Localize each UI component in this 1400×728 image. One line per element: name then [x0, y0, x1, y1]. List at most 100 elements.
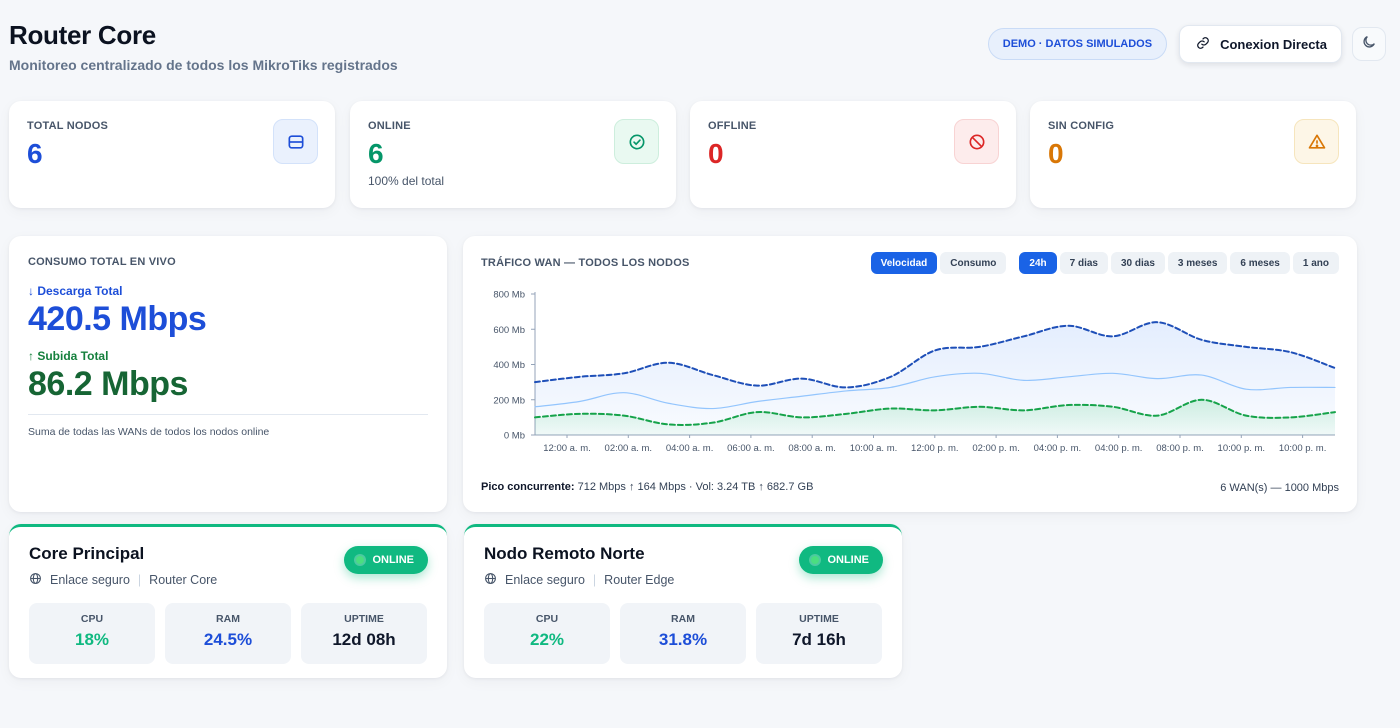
y-tick-label: 200 Mb [493, 395, 525, 406]
wan-traffic-chart: 0 Mb 200 Mb 400 Mb 600 Mb 800 Mb 12:00 a. m. 0… [493, 290, 1336, 454]
x-tick-label: 10:00 p. m. [1279, 443, 1327, 454]
globe-icon [29, 572, 42, 588]
x-tick-label: 04:00 a. m. [666, 443, 714, 454]
node-card[interactable]: Nodo Remoto Norte Enlace seguro | Router… [464, 524, 902, 678]
stat-note: 100% del total [368, 174, 445, 188]
moon-icon [1361, 34, 1377, 55]
peak-value: 712 Mbps ↑ 164 Mbps · Vol: 3.24 TB ↑ 682… [577, 481, 814, 493]
stat-card-total: TOTAL NODOS 6 [9, 101, 335, 208]
x-tick-label: 12:00 p. m. [911, 443, 959, 454]
live-note: Suma de todas las WANs de todos los nodo… [28, 426, 270, 438]
node-name: Core Principal [29, 544, 145, 563]
chart-peak-summary: Pico concurrente: 712 Mbps ↑ 164 Mbps · … [481, 481, 813, 493]
node-model: Router Edge [604, 573, 675, 587]
upload-label: ↑ Subida Total [28, 349, 109, 363]
x-tick-label: 08:00 p. m. [1156, 443, 1204, 454]
y-tick-label: 400 Mb [493, 360, 525, 371]
stat-label: ONLINE [368, 120, 411, 132]
stat-label: TOTAL NODOS [27, 120, 109, 132]
metric-cpu: CPU 18% [29, 603, 155, 664]
chip-30-dias[interactable]: 30 dias [1110, 252, 1165, 274]
metric-ram: RAM 31.8% [620, 603, 746, 664]
page-title: Router Core [9, 20, 156, 50]
download-value: 420.5 Mbps [28, 300, 207, 338]
metric-label: UPTIME [344, 613, 384, 625]
x-tick-label: 08:00 a. m. [788, 443, 836, 454]
metric-label: UPTIME [799, 613, 839, 625]
metric-cpu: CPU 22% [484, 603, 610, 664]
download-label: ↓ Descarga Total [28, 284, 123, 298]
metric-value: 12d 08h [332, 630, 396, 649]
metric-label: RAM [216, 613, 240, 625]
chip-7-dias[interactable]: 7 dias [1059, 252, 1108, 274]
metric-uptime: UPTIME 7d 16h [756, 603, 882, 664]
link-icon [1196, 36, 1210, 53]
globe-icon [484, 572, 497, 588]
status-dot [356, 556, 365, 564]
stat-card-offline: OFFLINE 0 [690, 101, 1016, 208]
server-icon [273, 119, 318, 164]
metric-ram: RAM 24.5% [165, 603, 291, 664]
node-metrics: CPU 22% RAM 31.8% UPTIME 7d 16h [484, 603, 882, 664]
metric-label: CPU [535, 613, 559, 625]
theme-toggle-button[interactable] [1352, 27, 1386, 61]
stat-label: SIN CONFIG [1048, 120, 1115, 132]
x-tick-label: 10:00 a. m. [850, 443, 898, 454]
warning-icon [1294, 119, 1339, 164]
chip-velocidad[interactable]: Velocidad [870, 252, 938, 274]
download-series-line [534, 321, 1336, 389]
stat-value: 6 [27, 138, 43, 169]
node-meta: Enlace seguro | Router Core [29, 572, 427, 588]
status-badge: ONLINE [344, 546, 428, 574]
status-badge: ONLINE [799, 546, 883, 574]
chip-6-meses[interactable]: 6 meses [1230, 252, 1290, 274]
metric-value: 7d 16h [792, 630, 846, 649]
separator: | [592, 573, 597, 587]
upload-series-area [535, 399, 1335, 435]
live-consumption-title: CONSUMO TOTAL EN VIVO [28, 256, 176, 268]
y-tick-label: 0 Mb [504, 431, 525, 442]
stat-value: 0 [708, 138, 724, 169]
metric-uptime: UPTIME 12d 08h [301, 603, 427, 664]
metric-value: 18% [74, 630, 110, 649]
stat-card-online: ONLINE 6 100% del total [350, 101, 676, 208]
node-metrics: CPU 18% RAM 24.5% UPTIME 12d 08h [29, 603, 427, 664]
x-tick-label: 02:00 a. m. [605, 443, 653, 454]
node-link: Enlace seguro [505, 573, 585, 587]
page-subtitle: Monitoreo centralizado de todos los Mikr… [9, 57, 398, 73]
status-dot [811, 556, 820, 564]
metric-value: 31.8% [658, 630, 708, 649]
divider [28, 414, 428, 415]
node-meta: Enlace seguro | Router Edge [484, 572, 882, 588]
direct-connection-label: Conexion Directa [1220, 36, 1327, 52]
node-card[interactable]: Core Principal Enlace seguro | Router Co… [9, 524, 447, 678]
direct-connection-button[interactable]: Conexion Directa [1179, 25, 1342, 63]
check-circle-icon [614, 119, 659, 164]
x-tick-label: 10:00 p. m. [1218, 443, 1266, 454]
chip-1-ano[interactable]: 1 ano [1292, 252, 1339, 274]
chip-consumo[interactable]: Consumo [940, 252, 1007, 274]
chip-3-meses[interactable]: 3 meses [1167, 252, 1228, 274]
page-header: Router Core Monitoreo centralizado de to… [9, 20, 398, 73]
metric-label: RAM [671, 613, 695, 625]
x-tick-label: 04:00 p. m. [1034, 443, 1082, 454]
stat-card-sin-config: SIN CONFIG 0 [1030, 101, 1356, 208]
x-tick-label: 04:00 p. m. [1095, 443, 1143, 454]
status-label: ONLINE [372, 554, 414, 566]
chart-filter-chips: Velocidad Consumo 24h 7 dias 30 dias 3 m… [870, 252, 1339, 274]
download-series-area [535, 322, 1335, 435]
chip-24h[interactable]: 24h [1019, 252, 1057, 274]
wan-traffic-title: TRÁFICO WAN — TODOS LOS NODOS [481, 257, 690, 269]
aggregate-series-line [534, 372, 1336, 410]
metric-label: CPU [80, 613, 104, 625]
upload-value: 86.2 Mbps [28, 365, 188, 403]
metric-value: 22% [529, 630, 565, 649]
upload-series-line [534, 398, 1336, 426]
ban-icon [954, 119, 999, 164]
header-actions: DEMO · DATOS SIMULADOS Conexion Directa [987, 25, 1386, 63]
live-consumption-card: CONSUMO TOTAL EN VIVO ↓ Descarga Total 4… [9, 236, 447, 512]
y-tick-label: 800 Mb [493, 290, 525, 301]
x-tick-label: 12:00 a. m. [543, 443, 591, 454]
status-label: ONLINE [827, 554, 869, 566]
node-link: Enlace seguro [50, 573, 130, 587]
